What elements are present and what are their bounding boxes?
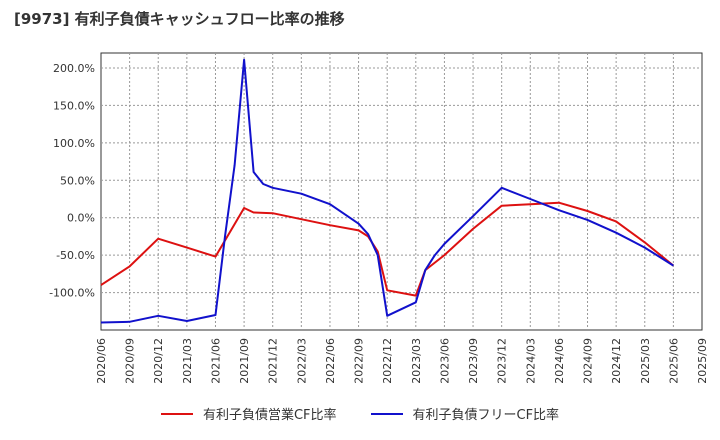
x-tick-label: 2023/09 xyxy=(467,338,480,384)
legend-label-operating-cf: 有利子負債営業CF比率 xyxy=(202,408,337,423)
y-tick-label: 150.0% xyxy=(53,99,95,112)
y-tick-label: 50.0% xyxy=(60,174,95,187)
y-tick-label: 100.0% xyxy=(53,137,95,150)
legend-swatch-blue xyxy=(370,412,403,415)
x-tick-label: 2020/06 xyxy=(95,338,108,384)
x-tick-label: 2022/12 xyxy=(381,338,394,384)
chart-title: [9973] 有利子負債キャッシュフロー比率の推移 xyxy=(14,10,345,28)
y-axis: 200.0% 150.0% 100.0% 50.0% 0.0% -50.0% -100.0% xyxy=(49,62,95,300)
x-tick-label: 2022/09 xyxy=(353,338,366,384)
grid xyxy=(101,53,702,330)
x-tick-label: 2021/09 xyxy=(238,338,251,384)
x-tick-label: 2023/12 xyxy=(496,338,509,384)
x-tick-label: 2020/12 xyxy=(152,338,165,384)
x-tick-label: 2024/03 xyxy=(524,338,537,384)
plot-area xyxy=(100,52,703,331)
x-tick-label: 2025/03 xyxy=(639,338,652,384)
x-tick-label: 2023/06 xyxy=(438,338,451,384)
x-tick-label: 2021/06 xyxy=(209,338,222,384)
legend-label-free-cf: 有利子負債フリーCF比率 xyxy=(412,408,560,423)
x-tick-label: 2022/03 xyxy=(295,338,308,384)
x-tick-label: 2021/12 xyxy=(267,338,280,384)
y-tick-label: -100.0% xyxy=(49,287,95,300)
x-tick-label: 2022/06 xyxy=(324,338,337,384)
x-tick-label: 2024/09 xyxy=(582,338,595,384)
legend: 有利子負債営業CF比率 有利子負債フリーCF比率 xyxy=(0,404,720,423)
x-tick-label: 2025/09 xyxy=(696,338,709,384)
x-tick-label: 2024/06 xyxy=(553,338,566,384)
x-tick-label: 2025/06 xyxy=(667,338,680,384)
legend-item-operating-cf: 有利子負債営業CF比率 xyxy=(160,404,337,423)
x-tick-label: 2021/03 xyxy=(181,338,194,384)
legend-item-free-cf: 有利子負債フリーCF比率 xyxy=(370,404,560,423)
y-tick-label: 0.0% xyxy=(67,212,95,225)
x-axis: 2020/06 2020/09 2020/12 2021/03 2021/06 2021/… xyxy=(95,338,709,384)
series-line-2 xyxy=(100,58,674,324)
x-tick-label: 2024/12 xyxy=(610,338,623,384)
x-tick-label: 2020/09 xyxy=(124,338,137,384)
series-lines xyxy=(100,58,675,324)
series-line-1 xyxy=(100,201,675,297)
y-tick-label: -50.0% xyxy=(56,249,95,262)
x-tick-label: 2023/03 xyxy=(410,338,423,384)
y-tick-label: 200.0% xyxy=(53,62,95,75)
legend-swatch-red xyxy=(160,412,193,415)
